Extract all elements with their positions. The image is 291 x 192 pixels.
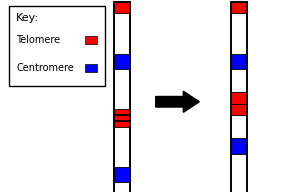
Bar	[85, 64, 97, 72]
Bar	[230, 104, 246, 115]
Bar	[85, 36, 97, 45]
Bar	[114, 167, 130, 182]
Text: Telomere: Telomere	[16, 36, 60, 46]
Bar	[230, 2, 246, 192]
Bar	[230, 54, 246, 69]
Bar	[114, 2, 130, 121]
Bar	[9, 6, 105, 86]
Bar	[230, 2, 246, 192]
Bar	[114, 115, 130, 192]
Bar	[114, 115, 130, 127]
Bar	[114, 54, 130, 69]
Bar	[114, 109, 130, 121]
Bar	[230, 138, 246, 154]
Bar	[114, 2, 130, 13]
Text: Key:: Key:	[16, 13, 39, 23]
Polygon shape	[156, 91, 199, 112]
Bar	[230, 92, 246, 104]
Text: Centromere: Centromere	[16, 63, 74, 73]
Bar	[114, 2, 130, 121]
Bar	[114, 115, 130, 192]
Bar	[230, 2, 246, 13]
